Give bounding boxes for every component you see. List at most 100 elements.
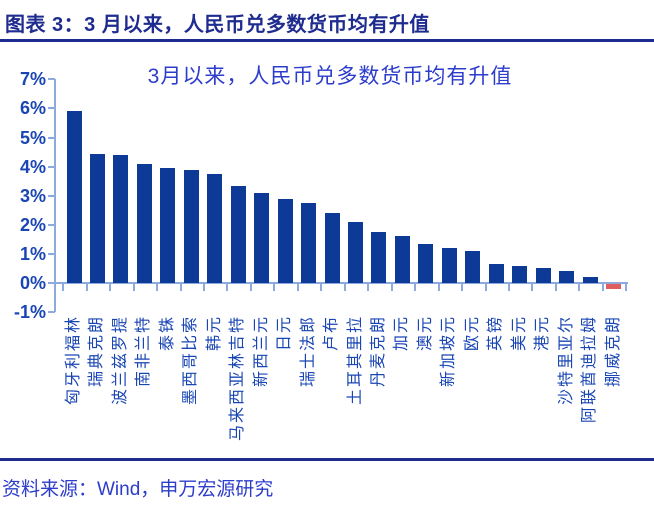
chart-title: 3月以来，人民币兑多数货币均有升值	[147, 65, 513, 88]
x-axis-tick	[414, 284, 417, 291]
bar-positive	[160, 168, 176, 283]
x-axis-tick	[461, 284, 464, 291]
x-axis-tick	[249, 284, 252, 291]
x-category-label: 欧元	[463, 315, 481, 352]
x-category-label: 新西兰元	[252, 315, 270, 388]
bar-positive	[113, 154, 129, 283]
x-axis-tick	[273, 284, 276, 291]
bar-positive	[441, 248, 457, 283]
x-axis-tick	[367, 284, 370, 291]
x-category-label: 韩元	[205, 315, 223, 352]
y-axis-tick	[48, 282, 55, 284]
x-category-label: 日元	[276, 315, 294, 352]
bar-positive	[535, 268, 551, 283]
x-axis-tick	[390, 284, 393, 291]
x-axis-tick	[578, 284, 581, 291]
bar-positive	[559, 271, 575, 283]
header-divider	[0, 39, 654, 42]
figure-caption: 图表 3：3 月以来，人民币兑多数货币均有升值	[5, 14, 430, 36]
x-category-label: 挪威克朗	[604, 315, 622, 388]
y-axis-tick-label: 3%	[19, 185, 46, 206]
x-axis-tick	[179, 284, 182, 291]
bar-negative	[606, 284, 622, 289]
x-axis-tick	[320, 284, 323, 291]
x-category-label: 沙特里亚尔	[557, 315, 575, 406]
x-axis-tick	[132, 284, 135, 291]
x-category-label: 匈牙利福林	[65, 315, 82, 406]
bar-positive	[582, 277, 598, 283]
x-category-label: 英镑	[487, 315, 505, 352]
y-axis-tick-label: -1%	[13, 302, 46, 323]
x-category-label: 港元	[534, 315, 552, 352]
x-axis-tick	[85, 284, 88, 291]
x-axis-tick	[156, 284, 159, 291]
x-category-label: 南非兰特	[135, 315, 153, 388]
bar-positive	[254, 192, 270, 283]
x-category-label: 土耳其里拉	[346, 315, 364, 406]
x-axis-tick	[554, 284, 557, 291]
x-category-label: 丹麦克朗	[369, 315, 387, 388]
bar-positive	[66, 111, 82, 283]
x-category-label: 加元	[393, 315, 411, 352]
x-category-label: 澳元	[416, 315, 434, 352]
bar-positive	[512, 265, 528, 283]
x-category-label: 墨西哥比索	[182, 315, 200, 406]
x-category-label: 瑞士法郎	[299, 315, 317, 388]
y-axis-tick	[48, 165, 55, 168]
bar-positive	[465, 250, 481, 283]
bar-positive	[89, 153, 105, 283]
bar-positive	[324, 213, 340, 283]
x-category-label: 波兰兹罗提	[111, 315, 129, 406]
y-axis-tick-label: 7%	[19, 69, 46, 90]
x-axis-tick	[226, 284, 229, 291]
x-axis-tick	[62, 284, 65, 291]
x-axis-tick	[109, 284, 112, 291]
y-axis-tick-label: 1%	[19, 243, 46, 264]
y-axis-tick	[48, 311, 55, 314]
source-note: 资料来源：Wind，申万宏源研究	[2, 479, 274, 500]
y-axis-tick	[48, 136, 55, 139]
x-axis-tick	[203, 284, 206, 291]
x-axis-tick	[296, 284, 299, 291]
bar-positive	[488, 264, 504, 283]
x-category-label: 阿联酋迪拉姆	[581, 315, 599, 424]
bar-positive	[301, 202, 317, 283]
bar-positive	[183, 169, 199, 283]
y-axis-tick	[48, 252, 55, 255]
y-axis-tick-label: 6%	[19, 98, 46, 119]
bar-positive	[348, 221, 364, 283]
x-axis-tick	[508, 284, 510, 291]
footer-divider	[0, 458, 654, 461]
x-category-label: 瑞典克朗	[88, 315, 106, 388]
bar-positive	[207, 173, 223, 283]
y-axis-tick-label: 5%	[19, 127, 46, 148]
x-category-label: 卢布	[323, 315, 341, 352]
x-category-label: 美元	[510, 315, 528, 352]
x-category-label: 泰铢	[158, 315, 176, 352]
bar-positive	[136, 163, 152, 283]
bar-chart: 3月以来，人民币兑多数货币均有升值 7% 6% 5% 4% 3% 2% 1% 0% -1% 匈牙利…	[13, 65, 628, 442]
x-axis-tick	[343, 284, 346, 291]
x-axis-tick	[601, 284, 604, 291]
x-axis-tick	[484, 284, 487, 291]
x-axis-tick	[437, 284, 440, 291]
bar-positive	[371, 232, 387, 283]
y-axis-tick	[48, 107, 55, 110]
bar-positive	[230, 185, 246, 283]
y-axis-tick	[48, 78, 55, 81]
x-category-label: 新加坡元	[440, 315, 458, 388]
y-axis-tick-label: 4%	[19, 156, 46, 177]
y-axis-tick	[48, 194, 55, 197]
bar-positive	[418, 243, 434, 283]
y-axis-tick-label: 2%	[19, 214, 46, 235]
x-axis-line	[55, 282, 628, 284]
y-axis-line	[54, 79, 56, 313]
x-axis-tick	[531, 284, 534, 291]
y-axis-tick-label: 0%	[19, 273, 46, 293]
bar-positive	[277, 198, 293, 283]
x-category-label: 马来西亚林吉特	[229, 315, 247, 442]
y-axis-tick	[48, 223, 55, 226]
bar-positive	[394, 236, 410, 283]
x-axis-tick	[625, 284, 628, 291]
